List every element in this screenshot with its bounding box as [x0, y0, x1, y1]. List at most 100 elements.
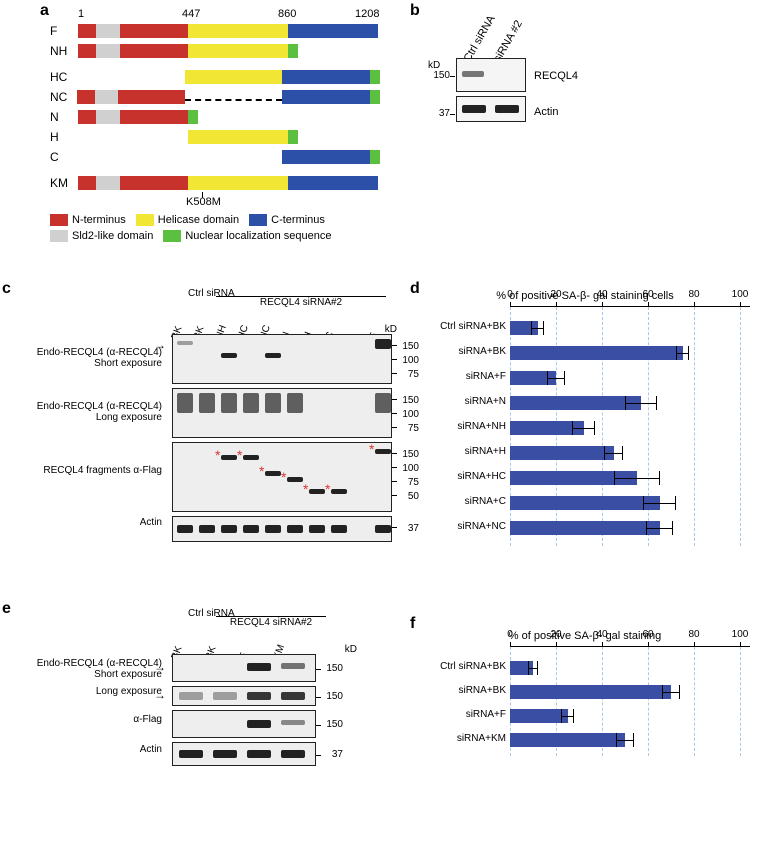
b — [375, 393, 391, 413]
xtick — [740, 302, 741, 307]
actin-band — [309, 525, 325, 533]
c-blot-2: *******1501007550 — [172, 442, 392, 512]
xlabel: 40 — [596, 289, 607, 300]
error-bar — [662, 685, 680, 699]
blot-recql4 — [456, 58, 526, 92]
c-mw: 150 — [402, 341, 419, 352]
star-icon: * — [281, 469, 286, 485]
b — [247, 750, 271, 758]
b — [199, 393, 215, 413]
xlabel: 100 — [732, 289, 749, 300]
xlabel: 100 — [732, 629, 749, 640]
b — [247, 692, 271, 700]
e-blot-3: 37 — [172, 742, 316, 766]
f-title: % of positive SA-β- gal staining — [420, 630, 750, 642]
xtick — [602, 642, 603, 647]
bar — [510, 733, 625, 747]
xlabel: 60 — [642, 629, 653, 640]
panel-d-label: d — [410, 280, 420, 298]
legend-item: Sld2-like domain — [50, 230, 153, 242]
panel-a-label: a — [40, 2, 49, 20]
bar-label: siRNA+H — [418, 446, 506, 457]
e-rowlabel-1: Long exposure — [12, 686, 162, 697]
actin-band — [375, 525, 391, 533]
b — [265, 353, 281, 358]
mw-37: 37 — [424, 108, 450, 119]
c-mw: 150 — [402, 395, 419, 406]
xtick — [510, 302, 511, 307]
c-tick — [392, 373, 397, 374]
c-rowlabel-2: RECQL4 fragments α-Flag — [12, 465, 162, 476]
actin-band — [243, 525, 259, 533]
b — [213, 750, 237, 758]
xlabel: 0 — [507, 629, 513, 640]
b — [247, 720, 271, 728]
gridline — [740, 307, 741, 546]
legend-swatch — [136, 214, 154, 226]
c-tick — [392, 467, 397, 468]
tick-37 — [450, 114, 455, 115]
arrow-icon: → — [154, 688, 166, 702]
b — [243, 393, 259, 413]
construct-F: F — [50, 22, 380, 40]
blot-actin-b — [456, 96, 526, 122]
construct-H: H — [50, 128, 380, 146]
c-rowlabel-0: Endo-RECQL4 (α-RECQL4) Short exposure — [12, 347, 162, 369]
e-blot-1: 150 — [172, 686, 316, 706]
panel-f-chart: % of positive SA-β- gal staining 0204060… — [420, 630, 750, 756]
e-tick — [316, 725, 321, 726]
actin-band — [221, 525, 237, 533]
gridline — [694, 647, 695, 756]
b — [221, 455, 237, 460]
c-tick — [392, 453, 397, 454]
construct-label-NC: NC — [50, 90, 77, 104]
error-bar — [561, 709, 575, 723]
xtick — [648, 642, 649, 647]
bar-label: siRNA+NH — [418, 421, 506, 432]
actin-band — [331, 525, 347, 533]
c-rowlabel-1: Endo-RECQL4 (α-RECQL4) Long exposure — [12, 401, 162, 423]
star-icon: * — [303, 481, 308, 497]
bar-label: Ctrl siRNA+BK — [418, 321, 506, 332]
construct-label-NH: NH — [50, 44, 78, 58]
b — [287, 393, 303, 413]
bar-label: Ctrl siRNA+BK — [418, 661, 506, 672]
error-bar — [625, 396, 657, 410]
c-mw: 100 — [402, 409, 419, 420]
bar-label: siRNA+HC — [418, 471, 506, 482]
c-tick — [392, 481, 397, 482]
arrow-icon: → — [154, 660, 166, 674]
error-bar — [528, 661, 537, 675]
tick-150 — [450, 76, 455, 77]
panel-b-label: b — [410, 2, 420, 20]
e-mw-3: 37 — [332, 749, 343, 760]
b — [281, 720, 305, 725]
e-tick — [316, 755, 321, 756]
bar — [510, 346, 683, 360]
panel-e-blots: Ctrl siRNA RECQL4 siRNA#2 BKBKFKM kD End… — [12, 610, 397, 770]
e-mw-0: 150 — [326, 663, 343, 674]
bar — [510, 496, 660, 510]
xtick — [648, 302, 649, 307]
panel-c-label: c — [2, 280, 11, 298]
legend-item: N-terminus — [50, 214, 126, 226]
legend-text: Nuclear localization sequence — [185, 230, 331, 242]
b — [247, 663, 271, 671]
xtick — [556, 642, 557, 647]
b — [287, 477, 303, 482]
bar — [510, 396, 641, 410]
e-blot-2: 150 — [172, 710, 316, 738]
b — [281, 750, 305, 758]
c-mw: 100 — [402, 463, 419, 474]
b — [375, 449, 391, 454]
legend-swatch — [163, 230, 181, 242]
gridline — [740, 647, 741, 756]
e-blot-0: 150 — [172, 654, 316, 682]
error-bar — [643, 496, 675, 510]
e-tick — [316, 697, 321, 698]
construct-label-KM: KM — [50, 176, 78, 190]
star-icon: * — [215, 447, 220, 463]
construct-label-N: N — [50, 110, 78, 124]
gridline — [648, 647, 649, 756]
construct-C: C — [50, 148, 380, 166]
